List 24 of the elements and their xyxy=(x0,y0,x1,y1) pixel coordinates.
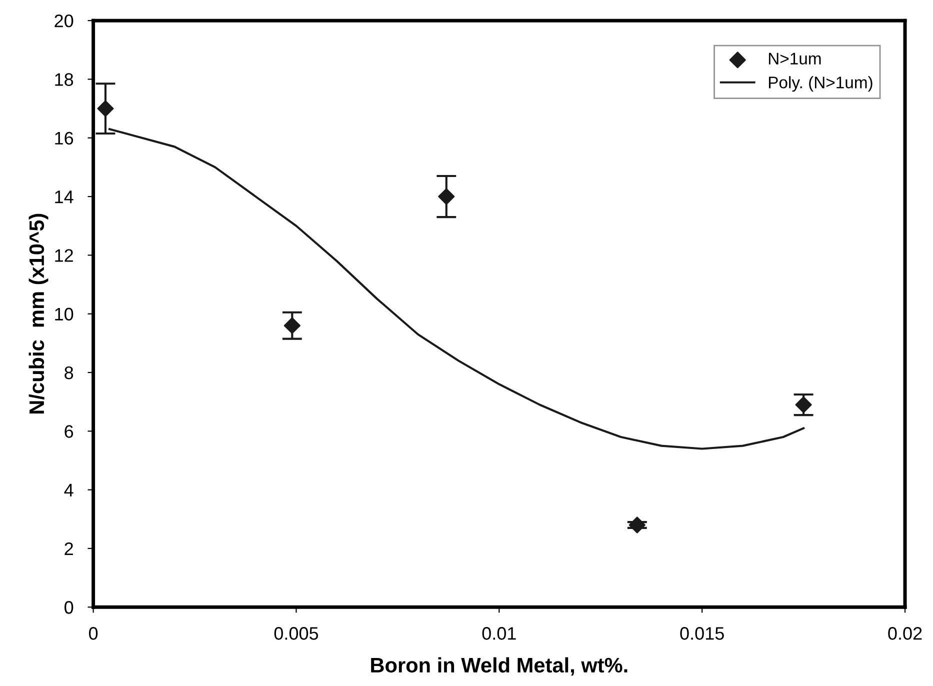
point xyxy=(284,317,300,334)
y-tick-label: 16 xyxy=(55,132,74,145)
point xyxy=(97,100,114,117)
y-tick-label: 0 xyxy=(64,601,74,614)
x-axis-title: Boron in Weld Metal, wt%. xyxy=(371,657,628,676)
y-tick-label: 8 xyxy=(64,366,74,380)
x-tick-label: 0.01 xyxy=(482,627,516,640)
y-tick-label: 18 xyxy=(55,73,74,86)
legend-label: Poly. (N>1um) xyxy=(768,76,872,92)
point xyxy=(438,188,455,205)
y-tick-label: 10 xyxy=(55,308,74,321)
y-tick-label: 20 xyxy=(54,14,74,28)
legend-label: N>1um xyxy=(768,52,821,64)
y-tick-label: 12 xyxy=(55,249,73,262)
x-tick-label: 0.005 xyxy=(274,627,318,640)
x-tick-label: 0.02 xyxy=(888,627,922,640)
x-tick-label: 0 xyxy=(88,627,98,640)
point xyxy=(628,516,646,534)
x-tick-label: 0.015 xyxy=(680,627,724,640)
y-axis-title: N/cubic mm (x10^5) xyxy=(28,214,48,414)
y-tick-label: 2 xyxy=(64,542,73,555)
y-tick-label: 14 xyxy=(55,190,74,204)
y-tick-label: 4 xyxy=(64,484,74,496)
y-tick-label: 6 xyxy=(64,425,74,438)
